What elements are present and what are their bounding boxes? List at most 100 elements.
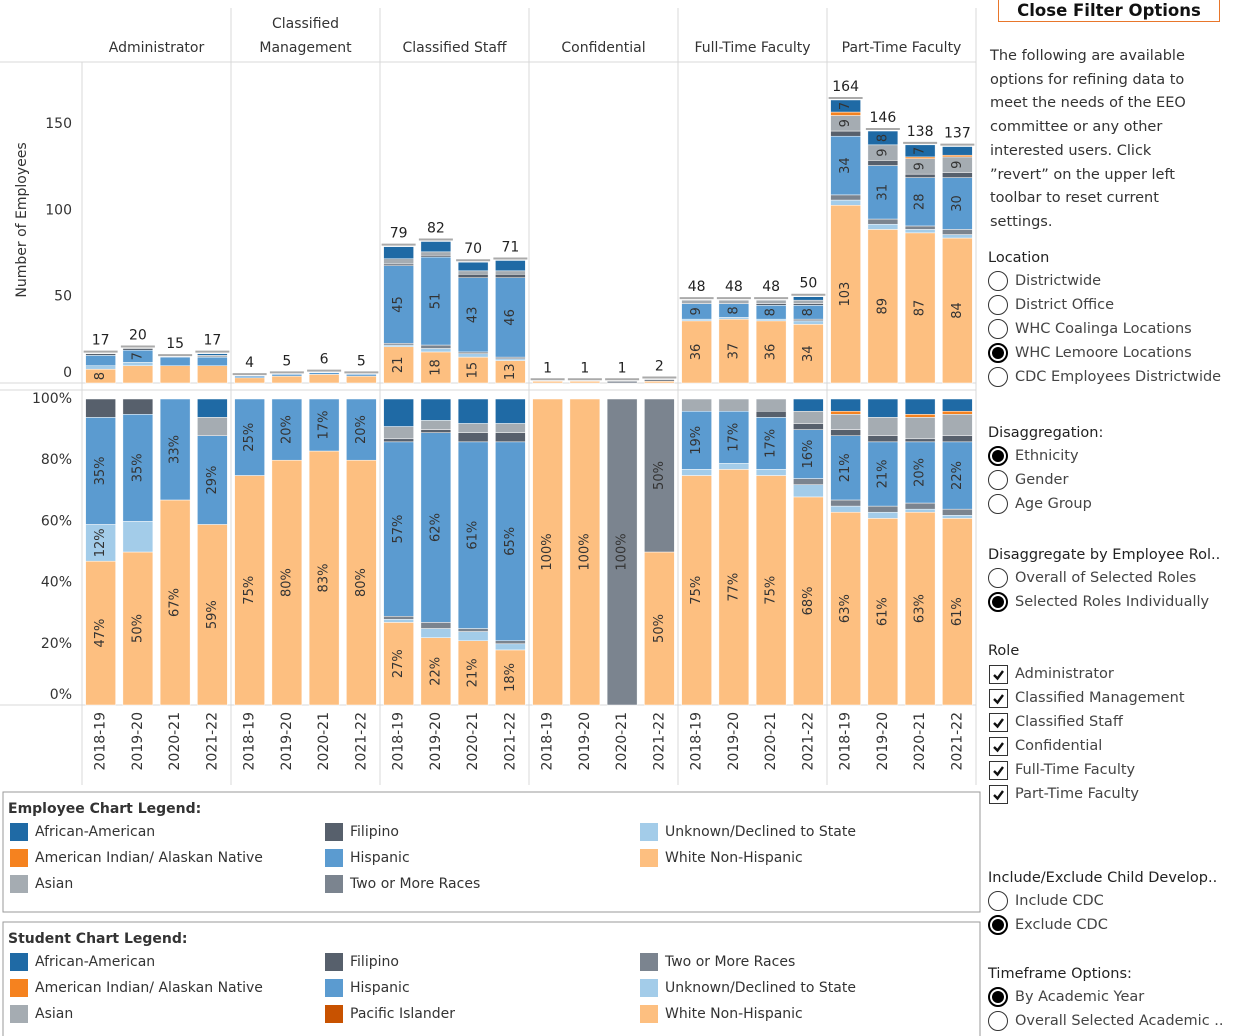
data-label: 37 — [726, 343, 741, 360]
bar-segment — [867, 518, 899, 706]
radio-button[interactable] — [988, 319, 1008, 339]
bar-segment — [830, 414, 861, 430]
data-label: 16% — [801, 440, 816, 469]
filter-option[interactable]: WHC Coalinga Locations — [1015, 321, 1192, 337]
radio-button[interactable] — [988, 915, 1008, 935]
data-label: 100% — [615, 533, 630, 570]
filter-option[interactable]: Overall Selected Academic .. — [1015, 1013, 1224, 1029]
total-label: 79 — [390, 226, 408, 242]
legend-swatch — [10, 979, 28, 997]
bar-segment — [681, 318, 712, 322]
x-tick-label: 2018-19 — [242, 712, 258, 771]
data-label: 30 — [950, 195, 965, 212]
bar-segment — [904, 177, 936, 227]
filter-option[interactable]: WHC Lemoore Locations — [1015, 345, 1192, 361]
bar-segment — [346, 398, 377, 461]
data-label: 75% — [764, 576, 779, 605]
x-tick-label: 2021-22 — [502, 712, 518, 771]
checkbox[interactable] — [989, 785, 1008, 804]
data-label: 57% — [391, 515, 406, 544]
data-label: 18 — [428, 359, 443, 376]
bar-segment — [495, 274, 526, 278]
bar-segment — [495, 640, 526, 645]
bar-segment — [420, 344, 452, 349]
bar-segment — [942, 508, 973, 516]
bar-segment — [942, 172, 973, 178]
radio-button[interactable] — [988, 891, 1008, 911]
y-tick-label: 0 — [63, 365, 72, 381]
radio-button[interactable] — [988, 987, 1008, 1007]
data-label: 18% — [503, 663, 518, 692]
data-label: 8 — [726, 306, 741, 314]
filter-option[interactable]: Districtwide — [1015, 273, 1102, 289]
legend-label: White Non-Hispanic — [665, 850, 803, 866]
bar-segment — [122, 521, 154, 553]
filter-option[interactable]: District Office — [1015, 297, 1115, 313]
filter-option[interactable]: Age Group — [1015, 496, 1092, 512]
y-tick-label: 60% — [41, 513, 72, 529]
filter-option[interactable]: By Academic Year — [1015, 989, 1145, 1005]
radio-button[interactable] — [988, 367, 1008, 387]
checkbox[interactable] — [989, 761, 1008, 780]
bar-segment — [420, 432, 452, 623]
y-axis-label: Number of Employees — [14, 142, 30, 297]
bar-segment — [85, 398, 116, 418]
bar-segment — [383, 616, 414, 620]
filter-option[interactable]: Classified Management — [1015, 690, 1185, 706]
filter-option[interactable]: Full-Time Faculty — [1015, 762, 1136, 778]
radio-button[interactable] — [988, 446, 1008, 466]
bar-segment — [346, 374, 377, 377]
filter-option[interactable]: Ethnicity — [1015, 448, 1079, 464]
radio-button[interactable] — [988, 568, 1008, 588]
data-label: 13 — [503, 364, 518, 381]
filter-option[interactable]: Classified Staff — [1015, 714, 1123, 730]
bar-segment — [569, 381, 601, 384]
checkbox[interactable] — [989, 737, 1008, 756]
filter-option[interactable]: CDC Employees Districtwide — [1015, 369, 1222, 385]
bar-segment — [830, 429, 861, 436]
filter-option[interactable]: Overall of Selected Roles — [1015, 570, 1197, 586]
filter-option[interactable]: Include CDC — [1015, 893, 1104, 909]
data-label: 33% — [168, 435, 183, 464]
bar-segment — [457, 423, 489, 433]
legend-label: Filipino — [350, 954, 399, 970]
close-filter-button[interactable]: Close Filter Options — [998, 0, 1220, 22]
radio-button[interactable] — [988, 1011, 1008, 1031]
filter-option[interactable]: Confidential — [1015, 738, 1103, 754]
radio-button[interactable] — [988, 343, 1008, 363]
bar-segment — [867, 165, 899, 220]
data-label: 7 — [130, 352, 145, 360]
x-tick-label: 2019-20 — [279, 712, 295, 771]
legend-swatch — [325, 1005, 343, 1023]
checkbox[interactable] — [989, 713, 1008, 732]
filter-option[interactable]: Selected Roles Individually — [1015, 594, 1210, 610]
legend-label: Unknown/Declined to State — [665, 824, 856, 840]
bar-segment — [942, 229, 973, 235]
column-header: Confidential — [561, 40, 646, 56]
radio-button[interactable] — [988, 494, 1008, 514]
radio-button[interactable] — [988, 592, 1008, 612]
data-label: 61% — [875, 597, 890, 626]
checkbox[interactable] — [989, 689, 1008, 708]
bar-segment — [755, 299, 787, 304]
radio-button[interactable] — [988, 271, 1008, 291]
radio-button[interactable] — [988, 470, 1008, 490]
checkbox[interactable] — [989, 665, 1008, 684]
bar-segment — [420, 628, 452, 638]
bar-segment — [495, 277, 526, 358]
bar-segment — [197, 356, 228, 366]
column-header: Administrator — [108, 40, 205, 56]
bar-segment — [420, 348, 452, 353]
filter-option[interactable]: Part-Time Faculty — [1015, 786, 1139, 802]
bar-segment — [271, 375, 303, 384]
bar-segment — [346, 375, 377, 384]
data-label: 9 — [875, 148, 890, 156]
total-label: 48 — [688, 279, 706, 295]
filter-option[interactable]: Gender — [1015, 472, 1069, 488]
bar-segment — [867, 218, 899, 225]
radio-button[interactable] — [988, 295, 1008, 315]
filter-option[interactable]: Administrator — [1015, 666, 1114, 682]
filter-title: Disaggregation: — [988, 425, 1104, 441]
filter-option[interactable]: Exclude CDC — [1015, 917, 1108, 933]
total-label: 48 — [762, 279, 780, 295]
